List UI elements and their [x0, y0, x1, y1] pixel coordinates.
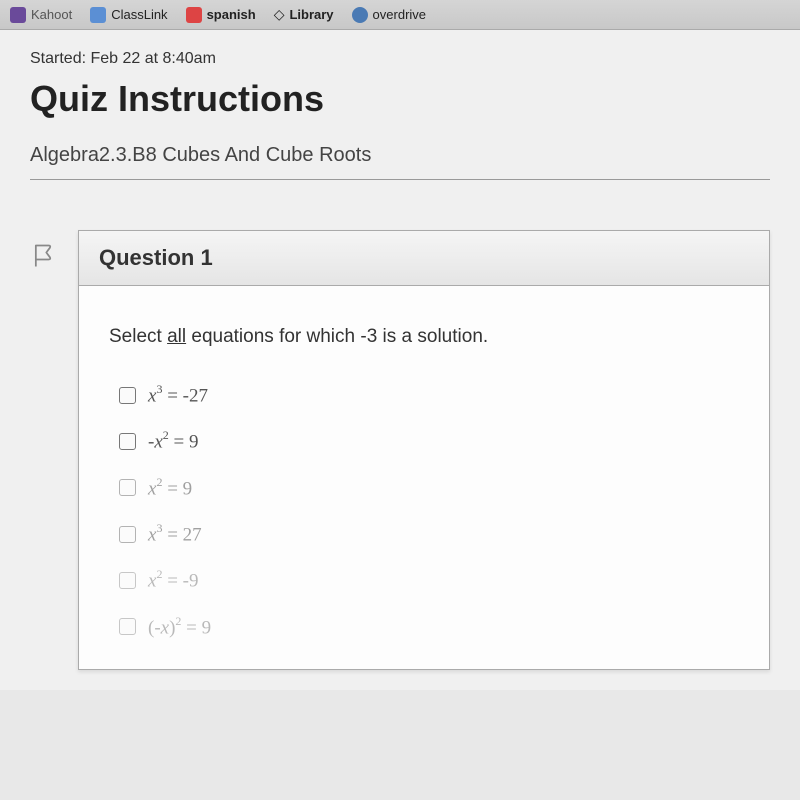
option-expression: x2 = -9 [148, 568, 198, 592]
bookmark-spanish[interactable]: spanish [186, 7, 256, 23]
option-expression: (-x)2 = 9 [148, 615, 211, 639]
bookmarks-bar: Kahoot ClassLink spanish ◇ Library overd… [0, 0, 800, 30]
diamond-icon: ◇ [274, 6, 285, 23]
bookmark-icon [10, 7, 26, 23]
option-4[interactable]: x3 = 27 [119, 522, 739, 546]
option-expression: x3 = -27 [148, 383, 208, 407]
bookmark-icon [90, 7, 106, 23]
bookmark-label: spanish [207, 7, 256, 22]
checkbox[interactable] [119, 433, 136, 450]
bookmark-label: Library [289, 7, 333, 22]
question-body: Select all equations for which -3 is a s… [79, 286, 769, 669]
option-expression: -x2 = 9 [148, 429, 198, 453]
bookmark-flag-icon [30, 242, 58, 270]
question-block: Question 1 Select all equations for whic… [30, 230, 770, 670]
bookmark-label: Kahoot [31, 7, 72, 22]
options-list: x3 = -27 -x2 = 9 x2 = 9 x3 = 27 [109, 383, 739, 639]
page-title: Quiz Instructions [30, 78, 770, 120]
lesson-title: Algebra2.3.B8 Cubes And Cube Roots [30, 144, 770, 167]
title-divider [30, 179, 770, 180]
bookmark-classlink[interactable]: ClassLink [90, 7, 167, 23]
checkbox[interactable] [119, 526, 136, 543]
checkbox[interactable] [119, 618, 136, 635]
option-expression: x3 = 27 [148, 522, 202, 546]
option-6[interactable]: (-x)2 = 9 [119, 615, 739, 639]
bookmark-label: ClassLink [111, 7, 167, 22]
bookmark-label: overdrive [373, 7, 426, 22]
page-content: Started: Feb 22 at 8:40am Quiz Instructi… [0, 30, 800, 690]
option-3[interactable]: x2 = 9 [119, 476, 739, 500]
question-card: Question 1 Select all equations for whic… [78, 230, 770, 670]
option-2[interactable]: -x2 = 9 [119, 429, 739, 453]
question-header: Question 1 [79, 231, 769, 286]
bookmark-kahoot[interactable]: Kahoot [10, 7, 72, 23]
checkbox[interactable] [119, 572, 136, 589]
question-prompt: Select all equations for which -3 is a s… [109, 326, 739, 348]
checkbox[interactable] [119, 479, 136, 496]
option-5[interactable]: x2 = -9 [119, 568, 739, 592]
option-expression: x2 = 9 [148, 476, 192, 500]
bookmark-overdrive[interactable]: overdrive [352, 7, 426, 23]
started-timestamp: Started: Feb 22 at 8:40am [30, 50, 770, 68]
bookmark-icon [352, 7, 368, 23]
flag-button[interactable] [30, 230, 58, 275]
option-1[interactable]: x3 = -27 [119, 383, 739, 407]
bookmark-icon [186, 7, 202, 23]
checkbox[interactable] [119, 387, 136, 404]
bookmark-library[interactable]: ◇ Library [274, 6, 334, 23]
